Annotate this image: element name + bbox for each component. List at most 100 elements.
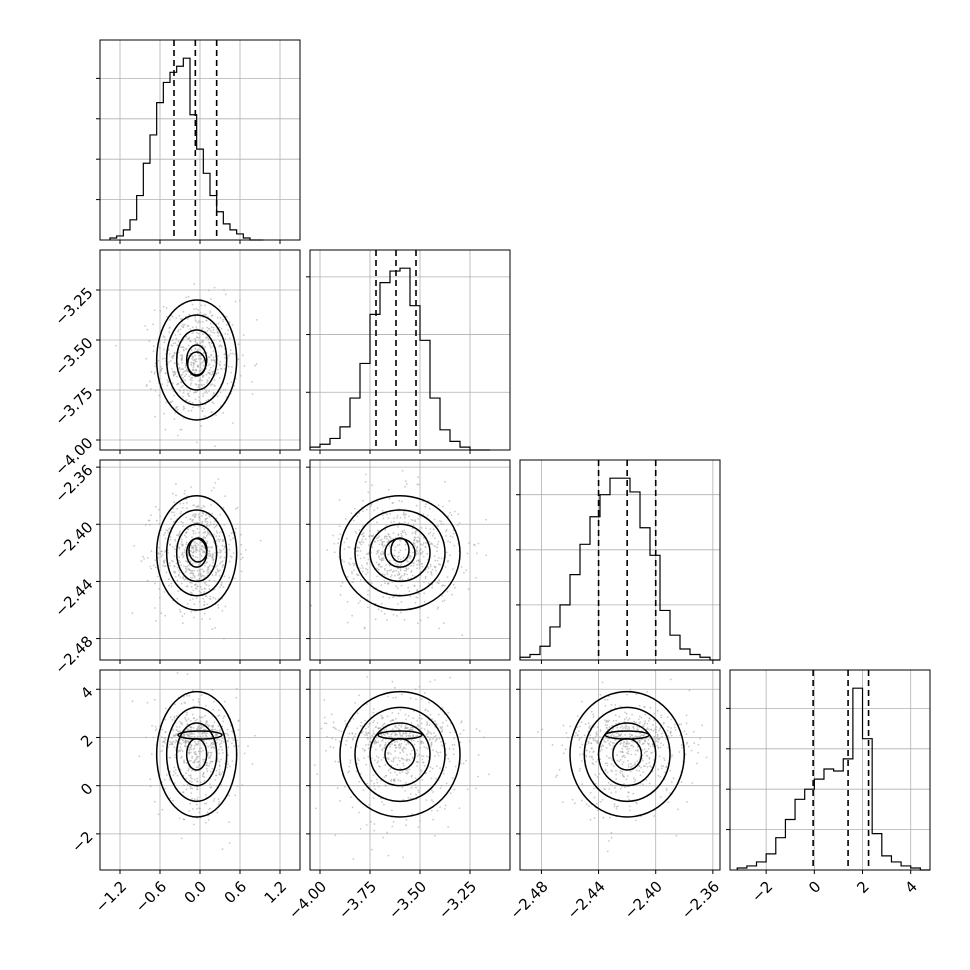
sample-point	[649, 765, 651, 767]
sample-point	[202, 395, 204, 398]
sample-point	[418, 753, 421, 756]
sample-point	[190, 751, 192, 754]
sample-point	[410, 775, 413, 778]
sample-point	[411, 551, 414, 554]
sample-point	[180, 564, 183, 566]
sample-point	[182, 385, 184, 387]
sample-point	[401, 734, 404, 737]
sample-point	[612, 719, 615, 722]
sample-point	[360, 731, 363, 734]
sample-point	[201, 549, 204, 552]
sample-point	[204, 581, 207, 583]
pair-frame-3-0	[99, 669, 301, 871]
sample-point	[606, 762, 608, 764]
sample-point	[399, 733, 401, 736]
sample-point	[642, 734, 644, 737]
sample-point	[576, 715, 579, 717]
sample-point	[351, 614, 353, 617]
sample-point	[212, 559, 215, 561]
sample-point	[604, 719, 606, 722]
sample-point	[670, 734, 673, 737]
sample-point	[184, 369, 187, 372]
sample-point	[219, 569, 221, 572]
sample-point	[219, 728, 222, 731]
sample-point	[437, 540, 440, 543]
sample-point	[632, 725, 635, 728]
sample-point	[364, 749, 366, 752]
sample-point	[163, 534, 165, 536]
sample-point	[670, 781, 673, 783]
sample-point	[202, 749, 204, 752]
sample-point	[430, 799, 433, 801]
sample-point	[247, 745, 249, 747]
sample-point	[478, 730, 481, 733]
sample-point	[194, 514, 197, 517]
sample-point	[184, 379, 187, 382]
sample-point	[655, 726, 658, 728]
sample-point	[402, 762, 405, 765]
sample-point	[223, 357, 226, 359]
sample-point	[195, 757, 198, 760]
sample-point	[203, 407, 205, 410]
sample-point	[413, 539, 415, 542]
sample-point	[590, 742, 593, 744]
sample-point	[189, 719, 192, 722]
sample-point	[149, 785, 152, 788]
sample-point	[452, 568, 454, 570]
sample-point	[166, 529, 169, 532]
sample-point	[359, 550, 362, 552]
sample-point	[461, 634, 464, 637]
sample-point	[390, 736, 393, 738]
sample-point	[190, 364, 193, 367]
sample-point	[209, 770, 212, 773]
sample-point	[185, 498, 188, 501]
sample-point	[412, 710, 415, 712]
sample-point	[382, 756, 385, 759]
sample-point	[372, 735, 375, 738]
x-tick-label-3-1: 0	[805, 878, 824, 897]
sample-point	[174, 576, 177, 578]
sample-point	[186, 585, 189, 588]
sample-point	[680, 781, 683, 783]
sample-point	[373, 719, 376, 722]
sample-point	[362, 570, 364, 573]
sample-point	[405, 743, 408, 746]
sample-point	[429, 738, 431, 741]
sample-point	[460, 566, 463, 568]
sample-point	[195, 766, 198, 769]
sample-point	[354, 562, 356, 565]
sample-point	[218, 575, 221, 577]
sample-point	[164, 532, 167, 534]
sample-point	[152, 345, 155, 347]
sample-point	[350, 746, 352, 749]
sample-point	[643, 752, 646, 754]
sample-point	[408, 736, 410, 738]
sample-point	[205, 802, 208, 805]
sample-point	[648, 717, 651, 719]
sample-point	[558, 768, 561, 771]
sample-point	[146, 328, 149, 331]
contour-0	[569, 690, 686, 818]
sample-point	[392, 719, 395, 722]
sample-point	[390, 764, 393, 767]
sample-point	[208, 328, 211, 330]
sample-point	[182, 408, 185, 411]
sample-point	[175, 562, 178, 565]
sample-point	[201, 410, 204, 412]
sample-point	[386, 571, 388, 574]
sample-point	[220, 549, 223, 552]
sample-point	[199, 574, 202, 577]
sample-point	[198, 573, 200, 575]
sample-point	[228, 535, 231, 537]
sample-point	[209, 312, 212, 314]
sample-point	[377, 556, 380, 559]
sample-point	[453, 510, 456, 513]
sample-point	[202, 575, 205, 577]
sample-point	[190, 361, 193, 364]
sample-point	[174, 334, 177, 336]
sample-point	[424, 575, 427, 578]
sample-point	[198, 750, 201, 753]
sample-point	[169, 743, 172, 745]
sample-point	[377, 741, 380, 744]
sample-point	[622, 743, 625, 745]
